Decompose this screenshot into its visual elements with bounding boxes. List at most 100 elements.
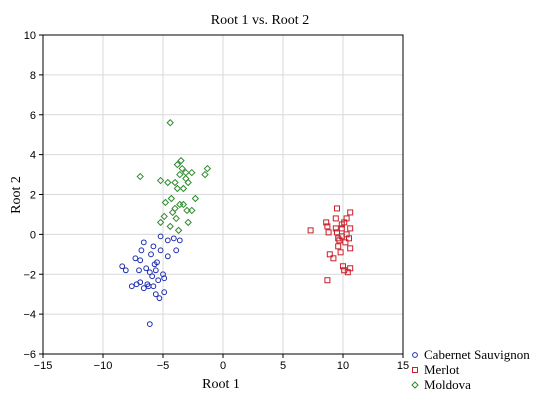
legend-marker-merlot xyxy=(412,367,418,373)
data-point-moldova xyxy=(136,172,144,181)
data-point-merlot xyxy=(325,229,332,236)
data-point-cabernet-sauvignon xyxy=(164,237,171,244)
data-point-moldova xyxy=(168,208,177,217)
y-axis-label: Root 2 xyxy=(9,176,24,214)
data-point-cabernet-sauvignon xyxy=(152,267,159,274)
y-tick-label: 0 xyxy=(30,229,36,241)
data-point-cabernet-sauvignon xyxy=(133,281,140,288)
data-point-merlot xyxy=(347,209,354,216)
data-point-moldova xyxy=(166,222,174,231)
data-point-moldova xyxy=(167,194,176,203)
data-point-moldova xyxy=(172,214,180,223)
data-point-moldova xyxy=(156,176,165,185)
data-point-cabernet-sauvignon xyxy=(140,239,147,246)
data-point-moldova xyxy=(179,200,188,209)
data-point-merlot xyxy=(307,227,314,234)
series-cabernet-sauvignon xyxy=(119,233,183,327)
series-merlot xyxy=(307,205,354,284)
data-point-merlot xyxy=(323,219,330,226)
data-point-cabernet-sauvignon xyxy=(146,269,153,276)
legend-label-cabernet-sauvignon: Cabernet Sauvignon xyxy=(424,347,530,362)
data-point-cabernet-sauvignon xyxy=(128,283,135,290)
data-point-merlot xyxy=(324,277,331,284)
data-point-cabernet-sauvignon xyxy=(170,235,177,242)
data-point-cabernet-sauvignon xyxy=(157,233,164,240)
data-point-merlot xyxy=(347,265,354,272)
y-tick-label: 8 xyxy=(30,70,36,82)
data-point-cabernet-sauvignon xyxy=(146,321,153,327)
data-point-moldova xyxy=(176,170,184,179)
data-point-moldova xyxy=(174,226,183,235)
data-point-merlot xyxy=(335,243,342,250)
x-tick-label: 5 xyxy=(280,360,286,372)
data-point-cabernet-sauvignon xyxy=(140,285,147,292)
data-point-cabernet-sauvignon xyxy=(152,291,159,298)
data-point-cabernet-sauvignon xyxy=(150,243,157,250)
data-point-cabernet-sauvignon xyxy=(160,271,166,278)
data-point-cabernet-sauvignon xyxy=(151,261,158,268)
data-point-cabernet-sauvignon xyxy=(122,267,129,274)
chart-title: Root 1 vs. Root 2 xyxy=(211,13,309,28)
data-point-cabernet-sauvignon xyxy=(161,275,168,282)
data-point-cabernet-sauvignon xyxy=(143,265,150,272)
data-point-moldova xyxy=(177,156,185,165)
legend-item-moldova: Moldova xyxy=(411,377,471,392)
data-point-cabernet-sauvignon xyxy=(137,257,144,264)
legend-marker-moldova xyxy=(411,381,419,389)
data-point-moldova xyxy=(182,174,190,183)
data-point-moldova xyxy=(178,164,186,173)
series-moldova xyxy=(136,119,212,235)
legend-label-moldova: Moldova xyxy=(424,377,471,392)
x-tick-label: −10 xyxy=(94,360,113,372)
data-point-cabernet-sauvignon xyxy=(164,253,171,260)
data-point-merlot xyxy=(330,255,337,262)
y-tick-label: −6 xyxy=(23,349,36,361)
data-point-moldova xyxy=(171,204,179,213)
y-tick-label: −2 xyxy=(23,269,36,281)
legend-item-merlot: Merlot xyxy=(412,362,460,377)
legend-item-cabernet-sauvignon: Cabernet Sauvignon xyxy=(412,347,530,362)
y-tick-label: 6 xyxy=(30,110,36,122)
legend-marker-cabernet-sauvignon xyxy=(412,352,418,358)
data-point-cabernet-sauvignon xyxy=(145,283,152,290)
data-point-merlot xyxy=(338,221,345,228)
legend-label-merlot: Merlot xyxy=(424,362,460,377)
data-point-moldova xyxy=(188,168,196,177)
data-point-merlot xyxy=(324,223,331,230)
data-point-cabernet-sauvignon xyxy=(157,247,164,254)
data-point-cabernet-sauvignon xyxy=(119,263,126,270)
data-point-merlot xyxy=(342,239,349,246)
data-point-merlot xyxy=(332,225,339,232)
data-point-moldova xyxy=(188,206,196,215)
data-point-moldova xyxy=(166,119,174,127)
x-tick-label: 10 xyxy=(337,360,349,372)
data-point-moldova xyxy=(161,198,170,207)
data-point-moldova xyxy=(171,178,179,187)
data-point-moldova xyxy=(173,184,182,193)
data-point-cabernet-sauvignon xyxy=(150,283,157,290)
data-point-merlot xyxy=(335,235,342,242)
data-point-cabernet-sauvignon xyxy=(161,289,168,296)
data-point-merlot xyxy=(346,235,352,242)
y-tick-label: 10 xyxy=(24,30,36,42)
data-point-moldova xyxy=(156,218,165,227)
data-point-cabernet-sauvignon xyxy=(136,267,142,274)
data-point-merlot xyxy=(347,225,354,232)
data-point-cabernet-sauvignon xyxy=(155,277,162,284)
data-point-cabernet-sauvignon xyxy=(148,251,154,258)
grid-lines xyxy=(43,35,403,354)
x-tick-label: 0 xyxy=(220,360,226,372)
data-point-merlot xyxy=(347,245,354,252)
data-point-merlot xyxy=(326,251,333,258)
data-point-moldova xyxy=(183,206,191,215)
data-points xyxy=(119,119,354,327)
data-point-moldova xyxy=(160,212,168,221)
data-point-moldova xyxy=(184,218,192,227)
data-point-merlot xyxy=(343,215,350,222)
data-point-moldova xyxy=(173,160,182,169)
data-point-merlot xyxy=(341,267,348,274)
x-tick-label: 15 xyxy=(397,360,409,372)
data-point-merlot xyxy=(337,249,344,256)
